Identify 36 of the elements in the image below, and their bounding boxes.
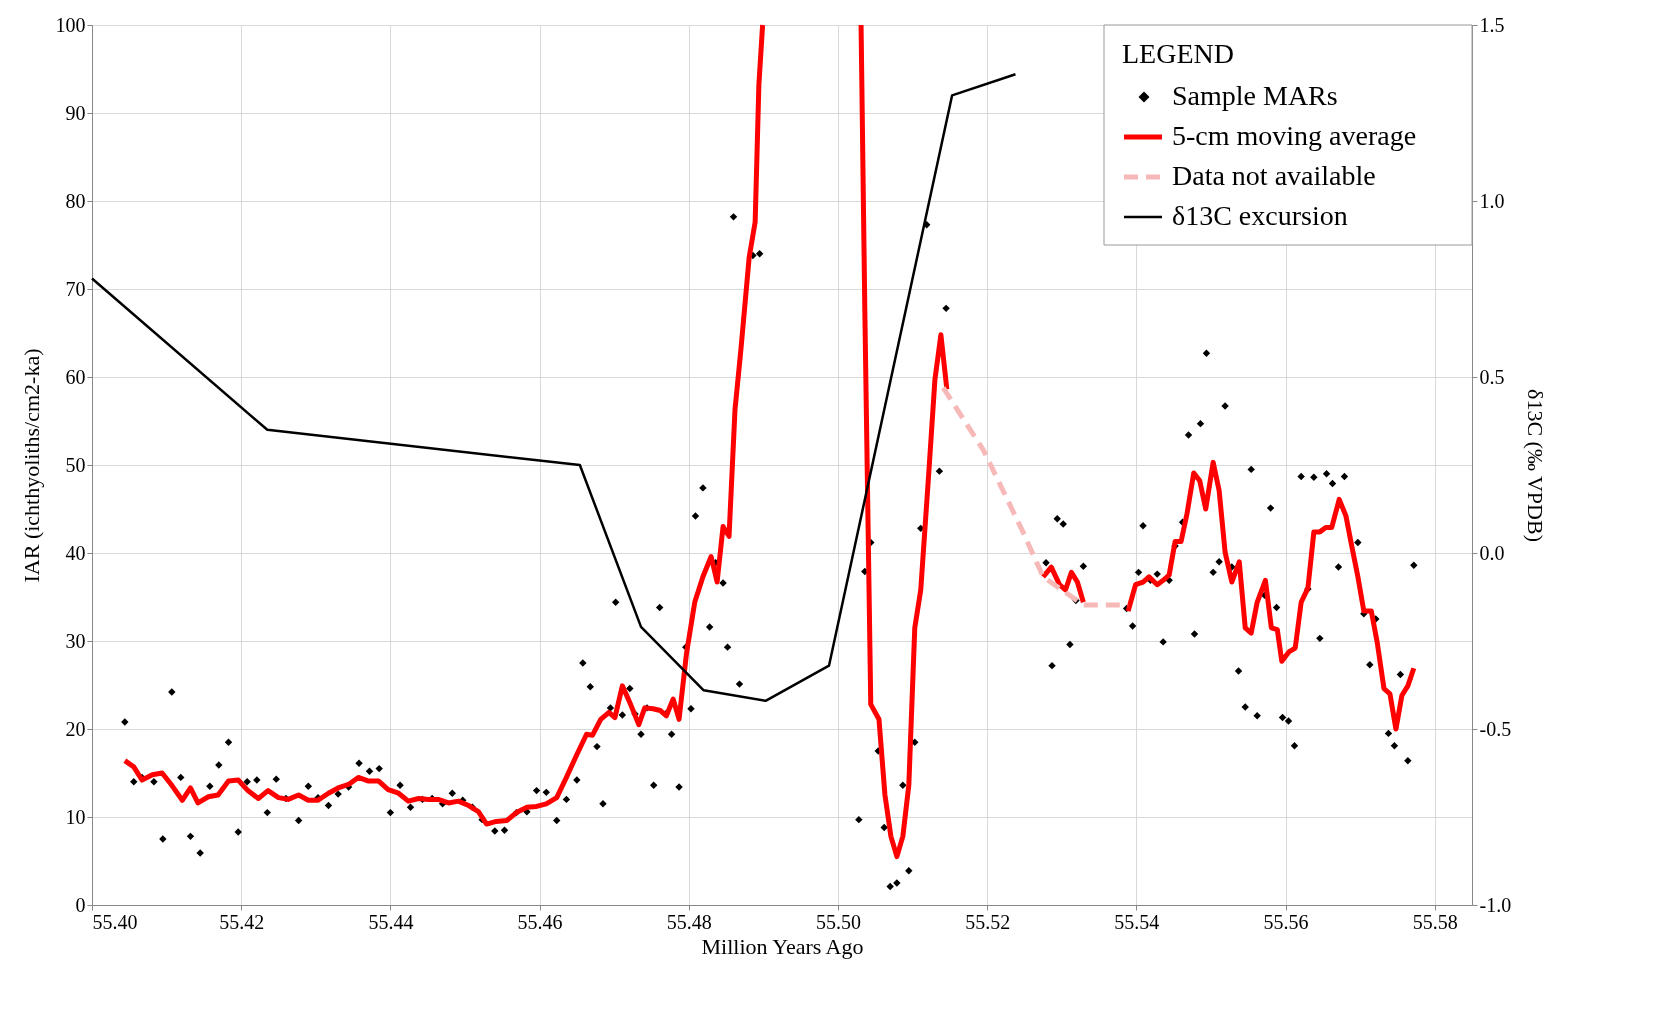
y2-tick-label: 0.0 <box>1479 541 1505 564</box>
y-tick-label: 80 <box>65 189 86 212</box>
x-tick-label: 55.44 <box>368 910 414 933</box>
x-axis-title: Million Years Ago <box>701 933 864 959</box>
x-tick-label: 55.50 <box>815 910 861 933</box>
x-tick-label: 55.46 <box>517 910 563 933</box>
y-tick-label: 30 <box>65 629 86 652</box>
y-tick-label: 20 <box>65 717 86 740</box>
legend-title: LEGEND <box>1122 38 1234 69</box>
x-tick-label: 55.52 <box>965 910 1011 933</box>
line-series <box>90 73 1017 703</box>
y2-tick-label: -0.5 <box>1479 717 1512 740</box>
legend-label: Sample MARs <box>1172 80 1338 111</box>
y2-tick-label: 0.5 <box>1479 365 1505 388</box>
legend-label: Data not available <box>1172 160 1376 191</box>
y-tick-label: 40 <box>65 541 86 564</box>
y-tick-label: 60 <box>65 365 86 388</box>
y2-axis-title: δ13C (‰ VPDB) <box>1523 389 1549 542</box>
y2-tick-label: 1.0 <box>1479 189 1505 212</box>
y2-tick-label: 1.5 <box>1479 13 1505 36</box>
x-tick-label: 55.54 <box>1114 910 1160 933</box>
y-tick-label: 50 <box>65 453 86 476</box>
x-tick-label: 55.42 <box>219 910 265 933</box>
x-tick-label: 55.40 <box>92 910 138 933</box>
x-tick-label: 55.58 <box>1412 910 1458 933</box>
x-tick-label: 55.48 <box>666 910 712 933</box>
y-tick-label: 0 <box>75 893 86 916</box>
x-tick-label: 55.56 <box>1263 910 1309 933</box>
y-tick-label: 10 <box>65 805 86 828</box>
legend-label: 5-cm moving average <box>1172 120 1417 151</box>
y-tick-label: 90 <box>65 101 86 124</box>
y-tick-label: 100 <box>55 13 86 36</box>
legend-label: δ13C excursion <box>1172 200 1348 231</box>
y-axis-title: IAR (ichthyoliths/cm2-ka) <box>18 348 44 583</box>
y2-tick-label: -1.0 <box>1479 893 1512 916</box>
y-tick-label: 70 <box>65 277 86 300</box>
